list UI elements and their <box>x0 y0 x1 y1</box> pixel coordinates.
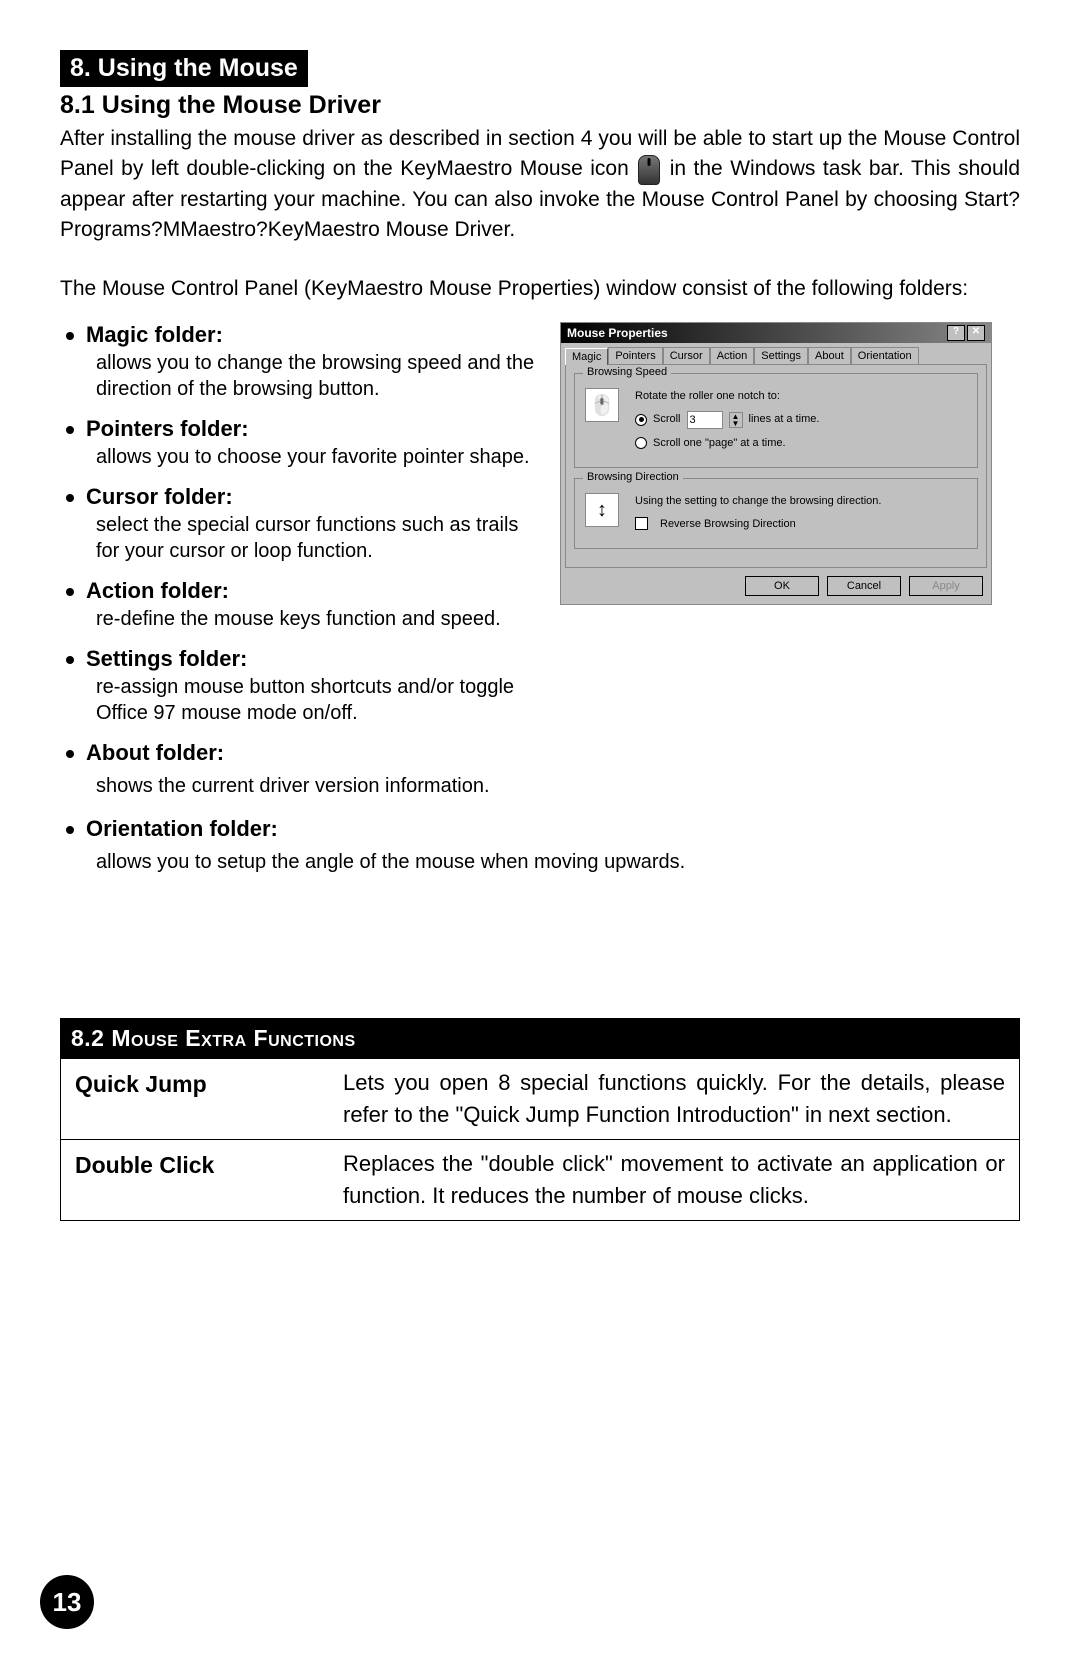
radio-scroll-page[interactable] <box>635 437 647 449</box>
lines-input[interactable]: 3 <box>687 411 723 429</box>
group-headline: Rotate the roller one notch to: <box>635 388 819 405</box>
roller-icon: 🖱️ <box>585 388 619 422</box>
folder-title: Settings folder: <box>60 646 540 672</box>
folder-desc: shows the current driver version informa… <box>96 770 1020 802</box>
table-row: Double Click Replaces the "double click"… <box>61 1139 1019 1220</box>
direction-icon: ↕ <box>585 493 619 527</box>
scroll-page-row: Scroll one "page" at a time. <box>635 435 819 452</box>
folder-title: Magic folder: <box>60 322 540 348</box>
tab-action[interactable]: Action <box>710 347 755 364</box>
row-desc: Replaces the "double click" movement to … <box>329 1140 1019 1220</box>
checkbox-label: Reverse Browsing Direction <box>660 516 796 533</box>
dialog-tabs: Magic Pointers Cursor Action Settings Ab… <box>561 343 991 364</box>
browsing-direction-group: Browsing Direction ↕ Using the setting t… <box>574 478 978 549</box>
folder-title: Cursor folder: <box>60 484 540 510</box>
mouse-properties-dialog: Mouse Properties ? ✕ Magic Pointers Curs… <box>560 322 992 605</box>
folder-desc: allows you to choose your favorite point… <box>96 444 540 470</box>
folder-name: Pointers folder: <box>86 416 249 441</box>
folder-item-magic: Magic folder: allows you to change the b… <box>60 322 540 402</box>
ok-button[interactable]: OK <box>745 576 819 596</box>
table-row: Quick Jump Lets you open 8 special funct… <box>61 1058 1019 1139</box>
row-name: Quick Jump <box>61 1059 329 1139</box>
mouse-icon <box>638 155 660 185</box>
folders-list-wide: About folder: shows the current driver v… <box>60 740 1020 878</box>
section-header: 8. Using the Mouse <box>60 50 308 87</box>
group-title: Browsing Speed <box>583 366 671 378</box>
radio-suffix: lines at a time. <box>749 411 820 428</box>
dialog-title-text: Mouse Properties <box>567 326 668 340</box>
folder-item-settings: Settings folder: re-assign mouse button … <box>60 646 540 726</box>
group-text: Using the setting to change the browsing… <box>635 493 881 532</box>
radio-label: Scroll <box>653 411 681 428</box>
close-button[interactable]: ✕ <box>967 325 985 341</box>
spin-buttons[interactable]: ▲▼ <box>729 412 743 428</box>
folder-title: Pointers folder: <box>60 416 540 442</box>
folder-name: Settings folder: <box>86 646 247 671</box>
bullet-icon <box>66 588 74 596</box>
folder-item-action: Action folder: re-define the mouse keys … <box>60 578 540 632</box>
folder-desc: select the special cursor functions such… <box>96 512 540 564</box>
group-title: Browsing Direction <box>583 471 683 483</box>
group-headline: Using the setting to change the browsing… <box>635 493 881 510</box>
browsing-speed-group: Browsing Speed 🖱️ Rotate the roller one … <box>574 373 978 468</box>
folder-desc: allows you to setup the angle of the mou… <box>96 846 1020 878</box>
bullet-icon <box>66 826 74 834</box>
folders-and-dialog-row: Magic folder: allows you to change the b… <box>60 322 1020 740</box>
folder-name: Orientation folder: <box>86 816 278 841</box>
folder-desc: allows you to change the browsing speed … <box>96 350 540 402</box>
folder-title: About folder: <box>60 740 1020 766</box>
dialog-titlebar: Mouse Properties ? ✕ <box>561 323 991 343</box>
folder-name: About folder: <box>86 740 224 765</box>
folder-item-about: About folder: shows the current driver v… <box>60 740 1020 802</box>
folder-desc: re-assign mouse button shortcuts and/or … <box>96 674 540 726</box>
section-8-2-table: 8.2 Mouse Extra Functions Quick Jump Let… <box>60 1018 1020 1221</box>
page-number-badge: 13 <box>40 1575 94 1629</box>
folder-desc: re-define the mouse keys function and sp… <box>96 606 540 632</box>
folder-name: Action folder: <box>86 578 229 603</box>
intro-paragraph-1: After installing the mouse driver as des… <box>60 124 1020 246</box>
bullet-icon <box>66 426 74 434</box>
folders-list: Magic folder: allows you to change the b… <box>60 322 540 740</box>
dialog-column: Mouse Properties ? ✕ Magic Pointers Curs… <box>560 322 992 605</box>
page: 8. Using the Mouse 8.1 Using the Mouse D… <box>0 0 1080 1669</box>
reverse-row: Reverse Browsing Direction <box>635 516 881 533</box>
radio-label: Scroll one "page" at a time. <box>653 435 786 452</box>
radio-scroll-lines[interactable] <box>635 414 647 426</box>
reverse-checkbox[interactable] <box>635 517 648 530</box>
tab-about[interactable]: About <box>808 347 851 364</box>
tab-magic[interactable]: Magic <box>565 348 608 365</box>
folder-item-pointers: Pointers folder: allows you to choose yo… <box>60 416 540 470</box>
intro-paragraph-2: The Mouse Control Panel (KeyMaestro Mous… <box>60 274 1020 304</box>
tab-orientation[interactable]: Orientation <box>851 347 919 364</box>
bullet-icon <box>66 750 74 758</box>
dialog-panel: Browsing Speed 🖱️ Rotate the roller one … <box>565 364 987 568</box>
group-text: Rotate the roller one notch to: Scroll 3… <box>635 388 819 451</box>
folder-title: Action folder: <box>60 578 540 604</box>
folder-name: Magic folder: <box>86 322 223 347</box>
scroll-lines-row: Scroll 3 ▲▼ lines at a time. <box>635 411 819 429</box>
section-8-2-header: 8.2 Mouse Extra Functions <box>61 1019 1019 1058</box>
help-button[interactable]: ? <box>947 325 965 341</box>
dialog-buttons: OK Cancel Apply <box>561 572 991 604</box>
bullet-icon <box>66 494 74 502</box>
tab-cursor[interactable]: Cursor <box>663 347 710 364</box>
tab-settings[interactable]: Settings <box>754 347 808 364</box>
cancel-button[interactable]: Cancel <box>827 576 901 596</box>
folder-title: Orientation folder: <box>60 816 1020 842</box>
bullet-icon <box>66 656 74 664</box>
subsection-8-1-title: 8.1 Using the Mouse Driver <box>60 91 1020 120</box>
dialog-title-buttons: ? ✕ <box>947 325 985 341</box>
bullet-icon <box>66 332 74 340</box>
folder-item-orientation: Orientation folder: allows you to setup … <box>60 816 1020 878</box>
folder-item-cursor: Cursor folder: select the special cursor… <box>60 484 540 564</box>
folder-name: Cursor folder: <box>86 484 233 509</box>
row-desc: Lets you open 8 special functions quickl… <box>329 1059 1019 1139</box>
tab-pointers[interactable]: Pointers <box>608 347 662 364</box>
apply-button[interactable]: Apply <box>909 576 983 596</box>
row-name: Double Click <box>61 1140 329 1220</box>
